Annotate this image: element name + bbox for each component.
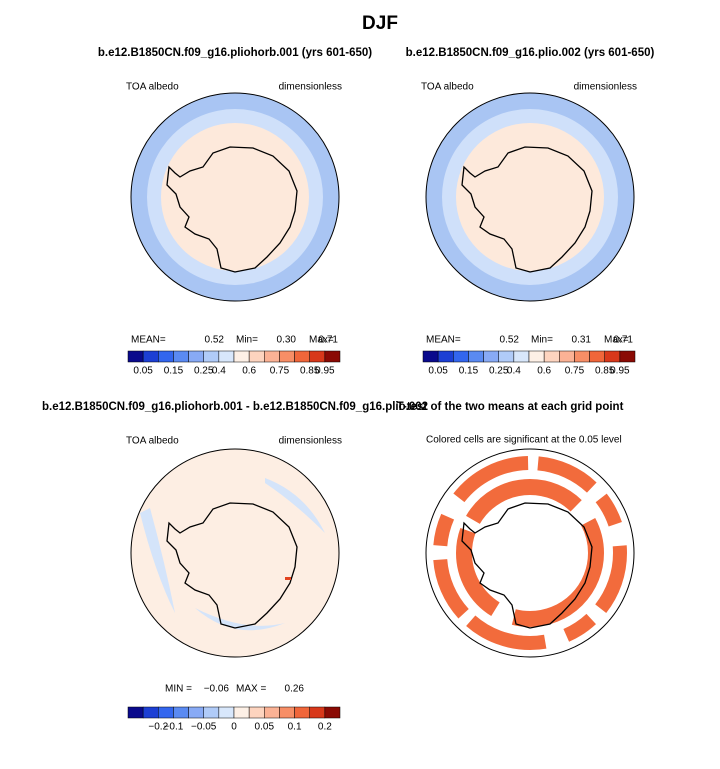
colorbar-box: [294, 706, 310, 719]
colorbar-label: 0.85: [595, 366, 615, 377]
colorbar-box: [248, 350, 265, 363]
stat-text: Min=: [531, 335, 553, 346]
colorbar-box: [422, 350, 439, 363]
colorbar-box: [279, 350, 295, 363]
colorbar-box: [127, 706, 144, 719]
colorbar-box: [589, 350, 605, 363]
stat-text: MAX =: [236, 684, 266, 695]
stat-text: 0.26: [285, 684, 305, 695]
colorbar-label: 0.1: [288, 722, 302, 733]
colorbar-box: [468, 350, 484, 363]
colorbar-box: [188, 706, 204, 719]
colorbar-label: 0.05: [428, 366, 448, 377]
colorbar-label: 0.15: [164, 366, 184, 377]
colorbar-box: [142, 350, 159, 363]
units-label: dimensionless: [279, 436, 342, 447]
colorbar-label: 0.25: [489, 366, 509, 377]
stat-text: Max=: [604, 335, 629, 346]
stat-text: 0.52: [205, 335, 225, 346]
variable-label: TOA albedo: [421, 82, 474, 93]
colorbar-label: 0.05: [255, 722, 275, 733]
figure-title: DJF: [362, 13, 398, 34]
stat-text: 0.71: [614, 335, 634, 346]
colorbar-box: [203, 350, 220, 363]
colorbar-box: [309, 350, 326, 363]
colorbar-box: [218, 706, 235, 719]
colorbar-box: [513, 350, 530, 363]
colorbar-box: [437, 350, 454, 363]
stat-text: Max=: [309, 335, 334, 346]
colorbar-box: [574, 350, 590, 363]
colorbar-label: 0.6: [242, 366, 256, 377]
variable-label: TOA albedo: [126, 436, 179, 447]
colorbar-box: [279, 706, 295, 719]
panel-title: b.e12.B1850CN.f09_g16.plio.002 (yrs 601-…: [406, 47, 655, 59]
panel-title: b.e12.B1850CN.f09_g16.pliohorb.001 - b.e…: [42, 401, 428, 413]
colorbar-label: 0.25: [194, 366, 214, 377]
colorbar-box: [264, 706, 280, 719]
colorbar-box: [453, 350, 469, 363]
colorbar-box: [173, 706, 189, 719]
colorbar-box: [142, 706, 159, 719]
colorbar-box: [203, 706, 220, 719]
colorbar-box: [233, 350, 250, 363]
colorbar-box: [483, 350, 499, 363]
map: [130, 92, 340, 302]
colorbar-label: 0.2: [318, 722, 332, 733]
stat-text: MEAN=: [426, 335, 461, 346]
colorbar-label: 0.85: [300, 366, 320, 377]
colorbar-label: −0.05: [191, 722, 217, 733]
colorbar-box: [324, 350, 341, 363]
colorbar-label: 0.05: [133, 366, 153, 377]
colorbar-label: 0.6: [537, 366, 551, 377]
map: [130, 448, 340, 658]
colorbar-label: 0.95: [610, 366, 630, 377]
colorbar-box: [127, 350, 144, 363]
colorbar-box: [619, 350, 636, 363]
colorbar-box: [233, 706, 250, 719]
map: [425, 448, 635, 658]
colorbar-box: [543, 350, 560, 363]
stat-text: −0.06: [204, 684, 230, 695]
colorbar-label: 0.95: [315, 366, 335, 377]
stat-text: MEAN=: [131, 335, 166, 346]
units-label: dimensionless: [574, 82, 637, 93]
colorbar-box: [158, 350, 174, 363]
colorbar-box: [528, 350, 545, 363]
colorbar-box: [294, 350, 310, 363]
panel-title: T-test of the two means at each grid poi…: [397, 401, 624, 413]
panel-note: Colored cells are significant at the 0.0…: [426, 435, 622, 446]
stat-text: Min=: [236, 335, 258, 346]
colorbar-box: [559, 350, 575, 363]
stat-text: MIN =: [165, 684, 192, 695]
colorbar-label: −0.1: [164, 722, 184, 733]
colorbar-label: 0.4: [212, 366, 226, 377]
stat-text: 0.71: [319, 335, 339, 346]
colorbar-box: [498, 350, 515, 363]
colorbar-box: [158, 706, 174, 719]
colorbar-box: [264, 350, 280, 363]
colorbar-box: [173, 350, 189, 363]
units-label: dimensionless: [279, 82, 342, 93]
colorbar-label: 0.75: [270, 366, 290, 377]
variable-label: TOA albedo: [126, 82, 179, 93]
colorbar-box: [188, 350, 204, 363]
stat-text: 0.31: [572, 335, 592, 346]
colorbar-box: [324, 706, 341, 719]
colorbar-box: [604, 350, 621, 363]
stat-text: 0.30: [277, 335, 297, 346]
map: [425, 92, 635, 302]
colorbar-label: 0.75: [565, 366, 585, 377]
colorbar-label: 0.15: [459, 366, 479, 377]
colorbar-box: [218, 350, 235, 363]
colorbar-label: 0: [231, 722, 237, 733]
colorbar-box: [309, 706, 326, 719]
panel-title: b.e12.B1850CN.f09_g16.pliohorb.001 (yrs …: [98, 47, 372, 59]
colorbar-box: [248, 706, 265, 719]
colorbar-label: −0.2: [148, 722, 168, 733]
stat-text: 0.52: [500, 335, 520, 346]
colorbar-label: 0.4: [507, 366, 521, 377]
